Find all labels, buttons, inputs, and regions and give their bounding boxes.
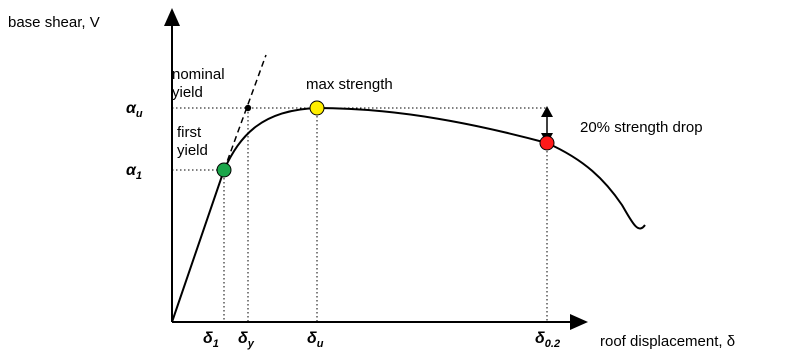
strength-drop-arrowhead-top bbox=[541, 106, 553, 117]
delta-y-symbol: δy bbox=[238, 330, 255, 350]
strength-drop-label: 20% strength drop bbox=[580, 119, 703, 136]
x-axis-label: roof displacement, δ bbox=[600, 333, 735, 350]
first-yield-point bbox=[216, 162, 232, 178]
strength-drop-point bbox=[539, 135, 555, 151]
delta-02-symbol: δ0.2 bbox=[535, 330, 560, 350]
y-axis-arrowhead bbox=[164, 8, 180, 26]
alpha-u-symbol: αu bbox=[126, 100, 143, 120]
first-yield-label-line1: first bbox=[177, 124, 202, 141]
nominal-yield-point bbox=[244, 104, 252, 112]
nominal-yield-label-line1: nominal bbox=[172, 66, 225, 83]
first-yield-label-line2: yield bbox=[177, 142, 208, 159]
delta-u-symbol: δu bbox=[307, 330, 324, 350]
alpha-1-symbol: α1 bbox=[126, 162, 142, 182]
guide-lines bbox=[172, 107, 548, 322]
nominal-yield-label-line2: yield bbox=[172, 84, 203, 101]
x-axis-arrowhead bbox=[570, 314, 588, 330]
max-strength-label: max strength bbox=[306, 76, 393, 93]
y-axis-label: base shear, V bbox=[8, 14, 100, 31]
max-strength-point bbox=[309, 100, 325, 116]
capacity-curve bbox=[171, 106, 646, 323]
delta-1-symbol: δ1 bbox=[203, 330, 219, 350]
nominal-yield-dashed-line bbox=[223, 54, 267, 171]
